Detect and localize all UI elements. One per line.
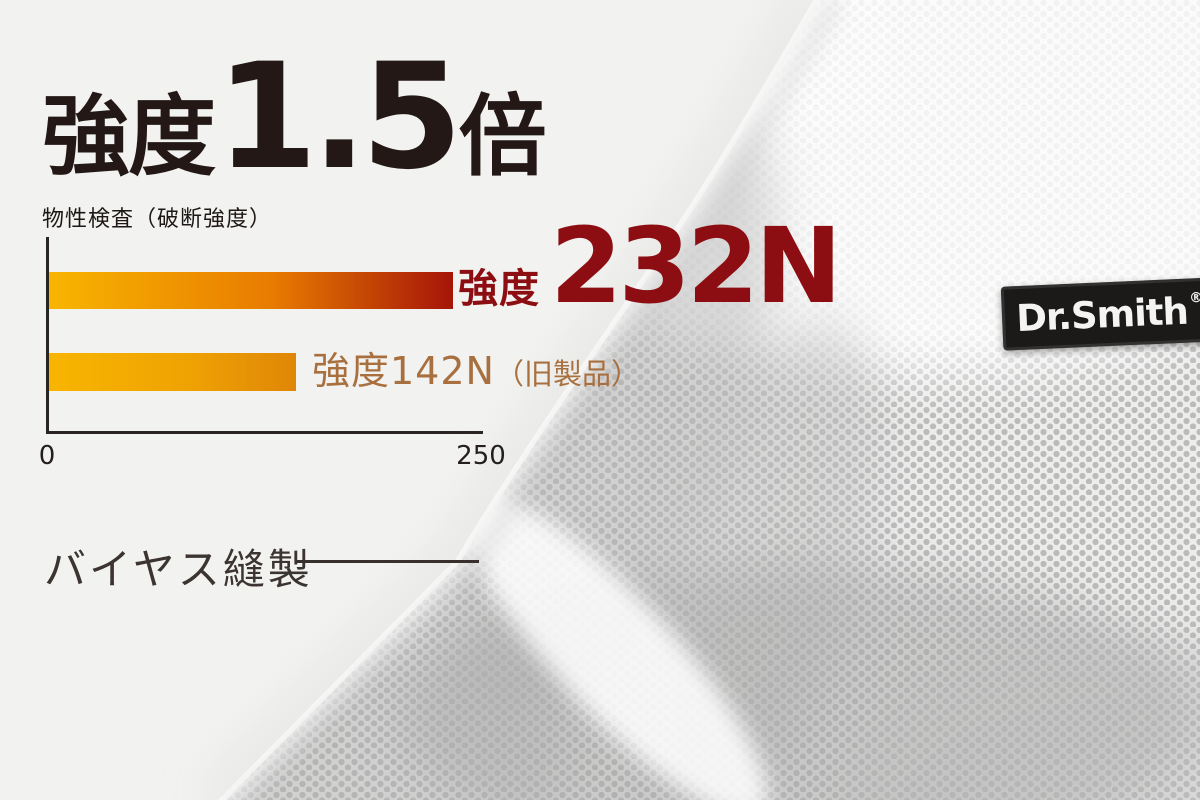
- bar1-label-value: 232N: [550, 205, 842, 327]
- bar1-label-prefix: 強度: [458, 266, 540, 312]
- headline-number: 1.5: [216, 32, 463, 202]
- bar-new-product: [49, 272, 453, 309]
- brand-tag: Dr.Smith ®: [1000, 277, 1200, 351]
- callout-leader-line: [296, 560, 479, 563]
- headline-suffix: 倍: [458, 85, 547, 188]
- chart-title: 物性検査（破断強度）: [42, 207, 273, 232]
- bar2-label-value: 強度142N: [312, 349, 495, 393]
- x-tick-max: 250: [456, 441, 506, 471]
- registered-mark-icon: ®: [1188, 289, 1200, 307]
- x-axis-line: [46, 431, 483, 434]
- y-axis-line: [46, 237, 49, 434]
- headline: 強度 1.5 倍: [42, 32, 547, 202]
- x-tick-min: 0: [38, 441, 56, 471]
- bar-old-product: [49, 353, 296, 391]
- bar2-label-note: （旧製品）: [494, 357, 640, 391]
- headline-prefix: 強度: [42, 85, 216, 188]
- bar-new-product-label: 強度 232N: [458, 205, 842, 327]
- bar-old-product-label: 強度142N （旧製品）: [312, 352, 640, 390]
- brand-name: Dr.Smith: [1015, 289, 1189, 340]
- callout-label: バイヤス縫製: [44, 545, 313, 594]
